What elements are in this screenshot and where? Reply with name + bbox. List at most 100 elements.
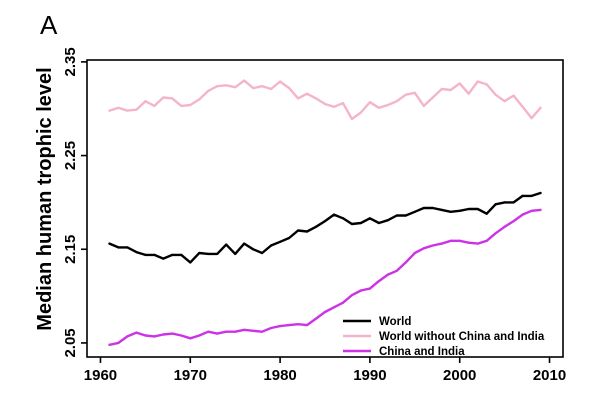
legend-label: China and India	[379, 346, 465, 358]
data-point	[368, 217, 371, 220]
legend: World World without China and India China …	[343, 316, 545, 358]
data-point	[332, 105, 336, 108]
data-point	[117, 246, 120, 249]
data-point	[189, 261, 192, 264]
data-point	[323, 102, 327, 106]
data-point	[117, 341, 120, 344]
data-point	[431, 96, 434, 99]
data-point	[395, 269, 398, 272]
x-tick-label: 1990	[353, 367, 386, 384]
data-point	[386, 273, 389, 276]
data-point	[395, 100, 398, 103]
data-point	[198, 334, 201, 337]
data-point	[297, 229, 300, 232]
data-point	[207, 89, 210, 92]
data-point	[377, 221, 380, 225]
data-point	[494, 203, 497, 206]
data-point	[476, 80, 479, 83]
data-point	[521, 105, 524, 108]
y-tick-label: 2.35	[62, 47, 79, 76]
data-point	[494, 232, 497, 235]
data-point	[108, 242, 111, 245]
data-point	[467, 241, 470, 244]
x-tick-label: 2010	[533, 367, 566, 384]
data-point	[458, 82, 461, 85]
legend-label: World without China and India	[379, 331, 545, 343]
data-point	[386, 103, 389, 107]
data-point	[503, 201, 506, 204]
data-point	[297, 97, 300, 100]
data-point	[180, 334, 183, 337]
data-point	[512, 94, 515, 97]
data-point	[512, 201, 515, 204]
data-point	[539, 208, 542, 211]
data-point	[198, 251, 201, 255]
data-point	[252, 329, 255, 332]
data-point	[530, 209, 533, 212]
data-point	[386, 219, 389, 222]
plot-area	[86, 59, 564, 358]
data-point	[216, 252, 219, 255]
data-point	[171, 97, 174, 100]
data-point	[341, 301, 345, 304]
data-point	[261, 85, 264, 88]
data-point	[126, 246, 129, 249]
data-point	[368, 101, 371, 104]
data-point	[314, 317, 318, 320]
data-point	[422, 104, 425, 107]
x-tick-label: 2000	[443, 367, 476, 384]
data-point	[162, 257, 165, 260]
data-point	[180, 104, 183, 107]
data-point	[485, 212, 488, 215]
series-line	[108, 191, 542, 264]
data-point	[377, 280, 380, 283]
data-point	[458, 209, 461, 212]
data-point	[144, 253, 147, 256]
data-point	[413, 91, 416, 94]
data-point	[189, 337, 192, 340]
data-point	[341, 102, 345, 105]
data-point	[126, 335, 129, 338]
data-point	[485, 83, 488, 86]
data-point	[314, 225, 318, 228]
data-point	[117, 106, 120, 109]
data-point	[359, 111, 362, 114]
data-point	[243, 79, 246, 82]
data-point	[180, 253, 183, 256]
data-point	[413, 210, 416, 213]
data-point	[503, 100, 506, 103]
data-point	[243, 328, 246, 331]
data-point	[252, 87, 255, 90]
data-point	[350, 222, 353, 226]
x-tick-label: 1960	[84, 367, 117, 384]
legend-label: World	[379, 316, 411, 328]
data-point	[359, 221, 362, 225]
data-point	[270, 326, 273, 330]
data-point	[288, 236, 291, 240]
data-point	[332, 306, 336, 309]
data-point	[207, 330, 210, 333]
data-point	[162, 333, 165, 336]
data-point	[288, 87, 291, 90]
data-point	[225, 330, 228, 333]
data-point	[297, 323, 300, 326]
data-point	[234, 86, 237, 89]
data-point	[108, 343, 111, 346]
data-point	[422, 247, 425, 250]
data-point	[135, 331, 138, 334]
data-point	[467, 207, 470, 211]
data-point	[350, 117, 353, 121]
data-point	[530, 117, 533, 120]
data-point	[144, 334, 147, 337]
data-point	[458, 239, 461, 242]
data-point	[279, 240, 282, 243]
y-tick-label: 2.15	[62, 235, 79, 264]
data-point	[216, 332, 219, 335]
data-point	[279, 325, 282, 328]
plot-border	[86, 59, 564, 358]
data-point	[207, 252, 210, 255]
data-point	[368, 287, 371, 290]
data-point	[539, 106, 542, 109]
data-point	[153, 104, 156, 107]
